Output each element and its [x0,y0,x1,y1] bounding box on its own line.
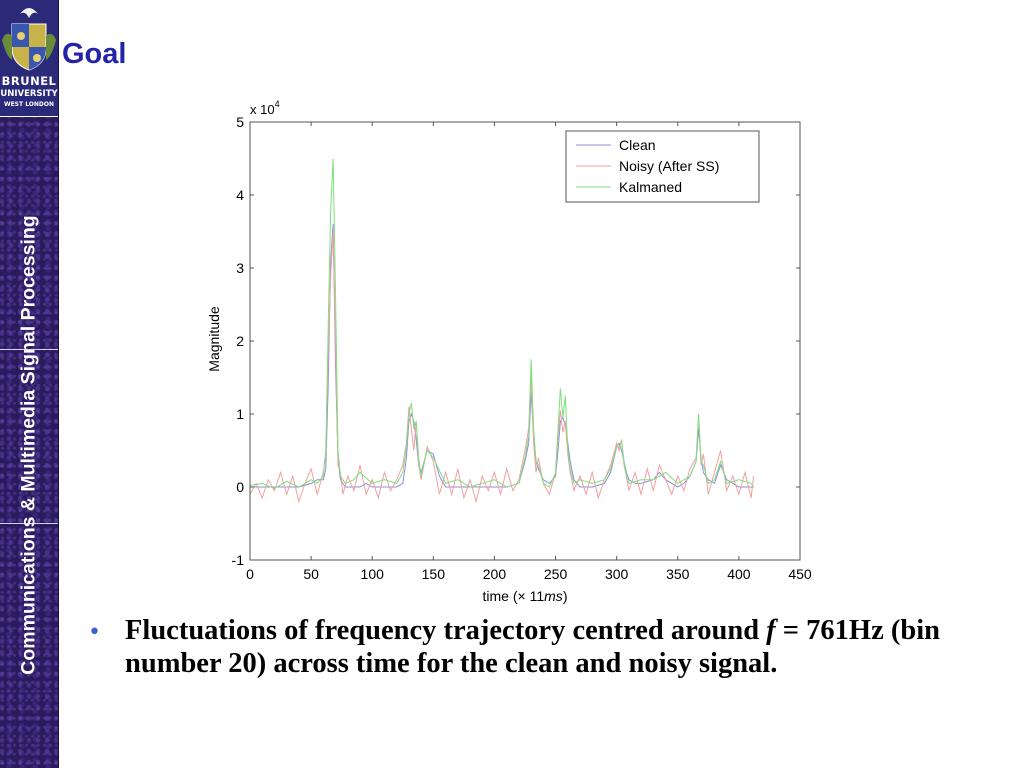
x-tick-label: 250 [544,566,568,582]
slide-title: Goal [62,38,127,70]
x-axis-label: time (× 11ms) [483,588,568,604]
legend-label-1: Noisy (After SS) [619,158,719,174]
legend-label-2: Kalmaned [619,179,682,195]
x-tick-label: 450 [788,566,812,582]
x-tick-label: 350 [666,566,690,582]
y-tick-label: -1 [232,552,245,568]
series-line-1 [249,231,755,504]
logo-text-brunel: BRUNEL [1,74,57,88]
series-layer [249,158,755,504]
university-logo: BRUNEL UNIVERSITY WEST LONDON [0,0,58,117]
x-tick-label: 300 [605,566,629,582]
legend: Clean Noisy (After SS) Kalmaned [565,130,760,203]
legend-label-0: Clean [619,137,656,153]
x-tick-label: 100 [361,566,385,582]
x-tick-label: 150 [422,566,446,582]
crest-icon [2,8,56,71]
sidebar-divider [0,349,58,350]
bullet-icon: • [88,620,101,645]
y-scale-label: x 104 [250,99,280,117]
y-tick-label: 0 [236,479,244,495]
series-line-2 [249,158,755,490]
logo-text-west-london: WEST LONDON [3,101,55,108]
y-tick-label: 5 [236,114,244,130]
logo-text-university: UNIVERSITY [0,89,58,99]
y-tick-label: 1 [236,406,244,422]
x-tick-label: 50 [303,566,319,582]
x-tick-label: 0 [246,566,254,582]
bullet-text: Fluctuations of frequency trajectory cen… [125,615,940,679]
y-axis-label: Magnitude [206,306,222,372]
x-tick-label: 200 [483,566,507,582]
y-tick-label: 4 [236,187,244,203]
x-tick-label: 400 [727,566,751,582]
y-tick-label: 3 [236,260,244,276]
sidebar-divider [0,523,58,524]
y-tick-label: 2 [236,333,244,349]
sidebar: BRUNEL UNIVERSITY WEST LONDON Communicat… [0,0,59,768]
